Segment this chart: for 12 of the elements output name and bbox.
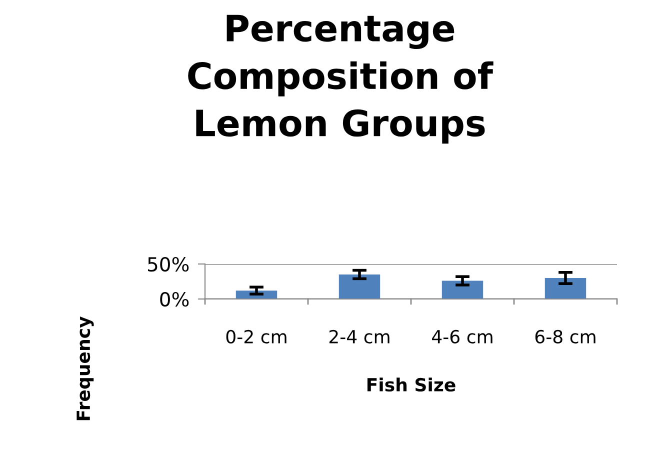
bar (544, 278, 586, 299)
x-tick-label: 4-6 cm (432, 330, 492, 344)
bar (442, 280, 484, 299)
x-tick-label: 6-8 cm (535, 330, 596, 344)
chart-title: Percentage Composition of Lemon Groups (188, 14, 494, 144)
y-axis-title: Frequency (76, 316, 94, 420)
x-axis-title: Fish Size (367, 378, 456, 392)
y-tick-label: 50% (148, 256, 189, 272)
x-tick-label: 0-2 cm (226, 330, 286, 344)
y-tick-label: 0% (160, 292, 189, 307)
x-tick-label: 2-4 cm (329, 330, 390, 344)
bar (338, 274, 380, 299)
